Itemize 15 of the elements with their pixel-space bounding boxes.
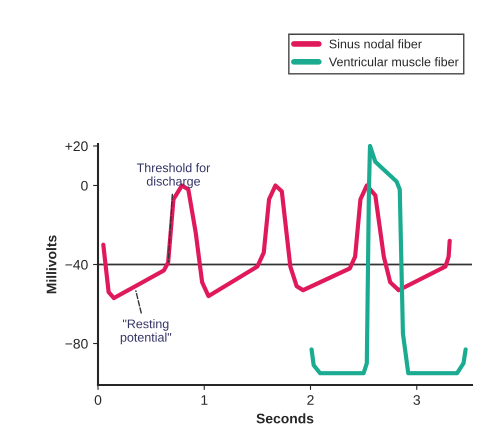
legend-label: Ventricular muscle fiber	[328, 57, 459, 66]
y-tick-label: −40	[65, 260, 88, 270]
y-tick-label: 0	[81, 180, 88, 191]
legend-label: Sinus nodal fiber	[329, 39, 422, 48]
x-tick-label: 1	[201, 395, 208, 405]
x-tick-label: 2	[307, 395, 314, 405]
y-axis-title: Millivolts	[46, 235, 56, 294]
x-tick-label: 0	[94, 395, 102, 405]
annotation: Threshold for discharge	[136, 163, 210, 188]
y-tick-label: −80	[65, 338, 88, 349]
y-tick-label: +20	[65, 141, 88, 152]
x-axis-title: Seconds	[256, 413, 314, 424]
x-tick-label: 3	[413, 395, 420, 405]
line-series	[309, 144, 468, 376]
annotation: "Resting potential"	[120, 319, 172, 344]
